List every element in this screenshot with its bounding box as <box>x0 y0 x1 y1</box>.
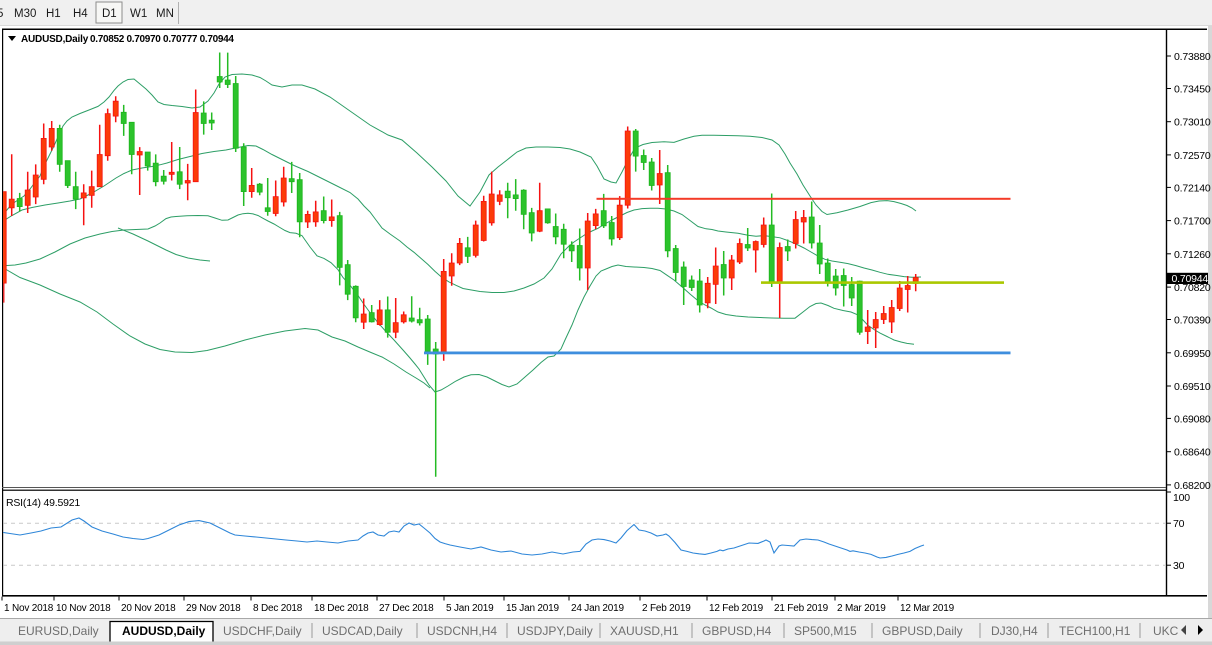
svg-text:H4: H4 <box>73 8 88 20</box>
svg-text:29 Nov 2018: 29 Nov 2018 <box>186 603 241 614</box>
svg-text:0.68640: 0.68640 <box>1174 447 1211 459</box>
svg-text:2 Feb 2019: 2 Feb 2019 <box>642 603 691 614</box>
svg-text:SP500,M15: SP500,M15 <box>794 624 857 638</box>
svg-text:0.71260: 0.71260 <box>1174 249 1211 261</box>
svg-text:18 Dec 2018: 18 Dec 2018 <box>314 603 369 614</box>
svg-text:0.69950: 0.69950 <box>1174 348 1211 360</box>
svg-text:0.70820: 0.70820 <box>1174 282 1211 294</box>
svg-text:100: 100 <box>1173 492 1190 504</box>
svg-text:24 Jan 2019: 24 Jan 2019 <box>571 603 624 614</box>
svg-text:TECH100,H1: TECH100,H1 <box>1059 624 1131 638</box>
svg-text:5 Jan 2019: 5 Jan 2019 <box>446 603 494 614</box>
svg-text:D1: D1 <box>102 8 117 20</box>
svg-text:AUDUSD,Daily: AUDUSD,Daily <box>122 624 206 638</box>
svg-text:0.70390: 0.70390 <box>1174 315 1211 327</box>
svg-text:0.72140: 0.72140 <box>1174 182 1211 194</box>
svg-text:H1: H1 <box>46 8 61 20</box>
svg-text:USDCNH,H4: USDCNH,H4 <box>427 624 497 638</box>
svg-text:0.69510: 0.69510 <box>1174 381 1211 393</box>
svg-text:21 Feb 2019: 21 Feb 2019 <box>774 603 829 614</box>
svg-text:8 Dec 2018: 8 Dec 2018 <box>253 603 303 614</box>
svg-text:0.73880: 0.73880 <box>1174 51 1211 63</box>
svg-text:0.73450: 0.73450 <box>1174 84 1211 96</box>
svg-text:0.72570: 0.72570 <box>1174 150 1211 162</box>
svg-text:15 Jan 2019: 15 Jan 2019 <box>506 603 559 614</box>
svg-text:MN: MN <box>156 8 174 20</box>
svg-text:5: 5 <box>0 8 3 20</box>
svg-text:20 Nov 2018: 20 Nov 2018 <box>121 603 176 614</box>
svg-text:0.73010: 0.73010 <box>1174 117 1211 129</box>
svg-text:0.69080: 0.69080 <box>1174 413 1211 425</box>
svg-text:0.71700: 0.71700 <box>1174 216 1211 228</box>
svg-text:M30: M30 <box>14 8 36 20</box>
svg-text:12 Mar 2019: 12 Mar 2019 <box>900 603 955 614</box>
svg-text:12 Feb 2019: 12 Feb 2019 <box>709 603 764 614</box>
svg-text:RSI(14) 49.5921: RSI(14) 49.5921 <box>6 497 80 509</box>
svg-text:0.68200: 0.68200 <box>1174 480 1211 492</box>
svg-text:GBPUSD,Daily: GBPUSD,Daily <box>882 624 963 638</box>
svg-text:2 Mar 2019: 2 Mar 2019 <box>837 603 886 614</box>
svg-text:AUDUSD,Daily: AUDUSD,Daily <box>21 34 89 45</box>
svg-text:EURUSD,Daily: EURUSD,Daily <box>18 624 99 638</box>
svg-text:10 Nov 2018: 10 Nov 2018 <box>56 603 111 614</box>
svg-text:0.70944: 0.70944 <box>1172 273 1209 285</box>
svg-text:USDCHF,Daily: USDCHF,Daily <box>223 624 302 638</box>
svg-text:1 Nov 2018: 1 Nov 2018 <box>4 603 54 614</box>
svg-text:USDJPY,Daily: USDJPY,Daily <box>517 624 593 638</box>
svg-text:USDCAD,Daily: USDCAD,Daily <box>322 624 403 638</box>
svg-text:GBPUSD,H4: GBPUSD,H4 <box>702 624 772 638</box>
svg-text:XAUUSD,H1: XAUUSD,H1 <box>610 624 679 638</box>
svg-text:W1: W1 <box>130 8 147 20</box>
svg-text:27 Dec 2018: 27 Dec 2018 <box>379 603 434 614</box>
svg-text:70: 70 <box>1173 518 1185 530</box>
svg-text:UKC: UKC <box>1153 624 1179 638</box>
svg-text:30: 30 <box>1173 560 1185 572</box>
svg-text:0.70852 0.70970 0.70777 0.7094: 0.70852 0.70970 0.70777 0.70944 <box>90 34 234 45</box>
svg-text:DJ30,H4: DJ30,H4 <box>991 624 1038 638</box>
